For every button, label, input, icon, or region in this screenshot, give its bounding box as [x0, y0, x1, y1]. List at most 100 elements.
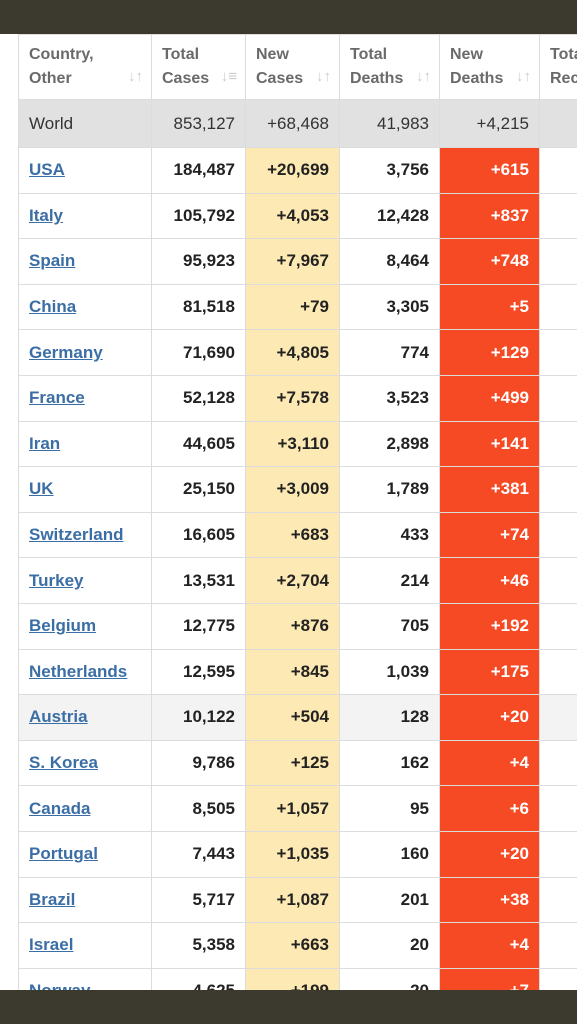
- cell: China: [18, 283, 152, 331]
- cell-text: 20: [410, 981, 429, 990]
- cell: 128: [339, 694, 440, 741]
- column-header[interactable]: Country, Other ↓↑: [18, 34, 152, 100]
- sort-icon[interactable]: ↓↑: [128, 68, 143, 85]
- country-link[interactable]: Italy: [29, 205, 64, 225]
- column-header[interactable]: New Deaths ↓↑: [439, 34, 540, 100]
- cell-text: 8,505: [192, 798, 235, 818]
- country-link[interactable]: Spain: [29, 251, 76, 271]
- country-link[interactable]: Belgium: [29, 616, 97, 636]
- cell: France: [18, 374, 152, 422]
- country-link[interactable]: Iran: [29, 433, 61, 453]
- country-row: Switzerland 16,605 +683 433 +74: [18, 511, 577, 559]
- cell: Brazil: [18, 876, 152, 924]
- cell-text: 9,786: [192, 753, 235, 773]
- cell: 9,786: [151, 739, 246, 787]
- cell: 13,531: [151, 557, 246, 604]
- cell-text: 52,128: [183, 388, 235, 408]
- country-link[interactable]: Switzerland: [29, 525, 124, 545]
- cell: Belgium: [18, 602, 152, 650]
- cell-text: +845: [290, 661, 329, 681]
- sort-icon[interactable]: ↓↑: [416, 68, 431, 85]
- country-row: Canada 8,505 +1,057 95 +6: [18, 785, 577, 832]
- cell: 2,898: [339, 420, 440, 468]
- cell: +4,053: [245, 192, 340, 240]
- header-text: Other: [29, 70, 72, 87]
- cell: 71,690: [151, 329, 246, 376]
- country-link[interactable]: Netherlands: [29, 661, 128, 681]
- cell: [539, 694, 577, 741]
- cell: [539, 557, 577, 604]
- country-link[interactable]: Canada: [29, 798, 91, 818]
- country-link[interactable]: S. Korea: [29, 753, 98, 773]
- country-row: China 81,518 +79 3,305 +5: [18, 283, 577, 331]
- cell-text: +1,035: [276, 844, 329, 864]
- cell: +4,805: [245, 329, 340, 376]
- cell-text: 81,518: [183, 297, 235, 317]
- cell: [539, 967, 577, 990]
- country-link[interactable]: Brazil: [29, 889, 76, 909]
- cell-text: 201: [400, 889, 429, 909]
- cell: +2,704: [245, 557, 340, 604]
- header-text: Deaths: [450, 70, 504, 87]
- cell: +1,087: [245, 876, 340, 924]
- column-header[interactable]: New Cases ↓↑: [245, 34, 340, 100]
- sort-icon[interactable]: ↓≡: [220, 68, 237, 85]
- cell-text: 705: [400, 616, 429, 636]
- country-link[interactable]: Israel: [29, 935, 74, 955]
- cell: 5,358: [151, 922, 246, 969]
- sort-icon[interactable]: ↓↑: [316, 68, 331, 85]
- cell: [539, 99, 577, 148]
- country-link[interactable]: Turkey: [29, 570, 84, 590]
- cell: [539, 147, 577, 194]
- cell-text: 12,428: [377, 205, 429, 225]
- country-link[interactable]: France: [29, 388, 85, 408]
- country-link[interactable]: Austria: [29, 707, 88, 727]
- column-header[interactable]: Total Deaths ↓↑: [339, 34, 440, 100]
- cell: 52,128: [151, 374, 246, 422]
- cell: 705: [339, 602, 440, 650]
- country-link[interactable]: Norway: [29, 981, 90, 990]
- cell: 44,605: [151, 420, 246, 468]
- country-link[interactable]: USA: [29, 160, 65, 180]
- cell: [539, 283, 577, 331]
- country-link[interactable]: China: [29, 297, 77, 317]
- cell: 774: [339, 329, 440, 376]
- cell: 8,464: [339, 238, 440, 285]
- cell: +3,009: [245, 466, 340, 513]
- country-row: Austria 10,122 +504 128 +20: [18, 694, 577, 741]
- country-link[interactable]: UK: [29, 479, 54, 499]
- sort-icon[interactable]: ↓↑: [516, 68, 531, 85]
- cell-text: +1,057: [276, 798, 329, 818]
- cell-text: +192: [490, 616, 529, 636]
- cell-text: 853,127: [173, 113, 235, 133]
- country-row: Netherlands 12,595 +845 1,039 +175: [18, 648, 577, 696]
- cell: Israel: [18, 922, 152, 969]
- cell-text: 3,756: [386, 160, 429, 180]
- cell-text: +381: [490, 479, 529, 499]
- cell: 95: [339, 785, 440, 832]
- cell: Netherlands: [18, 648, 152, 696]
- cell: +5: [439, 283, 540, 331]
- cell-text: +129: [490, 342, 529, 362]
- column-header[interactable]: Total Cases ↓≡: [151, 34, 246, 100]
- cell: +6: [439, 785, 540, 832]
- cell-text: +1,087: [276, 889, 329, 909]
- country-link[interactable]: Germany: [29, 342, 103, 362]
- cell: +199: [245, 967, 340, 990]
- cell: +748: [439, 238, 540, 285]
- cell: 184,487: [151, 147, 246, 194]
- cell: 95,923: [151, 238, 246, 285]
- cell: +7: [439, 967, 540, 990]
- cell: +615: [439, 147, 540, 194]
- country-row: Spain 95,923 +7,967 8,464 +748: [18, 238, 577, 285]
- cell-text: +20,699: [267, 160, 329, 180]
- table-container: Country, Other ↓↑ Total Cases ↓≡ New Cases ↓↑ Tot…: [18, 34, 577, 990]
- cell: 8,505: [151, 785, 246, 832]
- cell: +79: [245, 283, 340, 331]
- cell-text: 12,595: [183, 661, 235, 681]
- cell-text: 128: [400, 707, 429, 727]
- cell: [539, 785, 577, 832]
- cell-text: 433: [400, 525, 429, 545]
- country-link[interactable]: Portugal: [29, 844, 98, 864]
